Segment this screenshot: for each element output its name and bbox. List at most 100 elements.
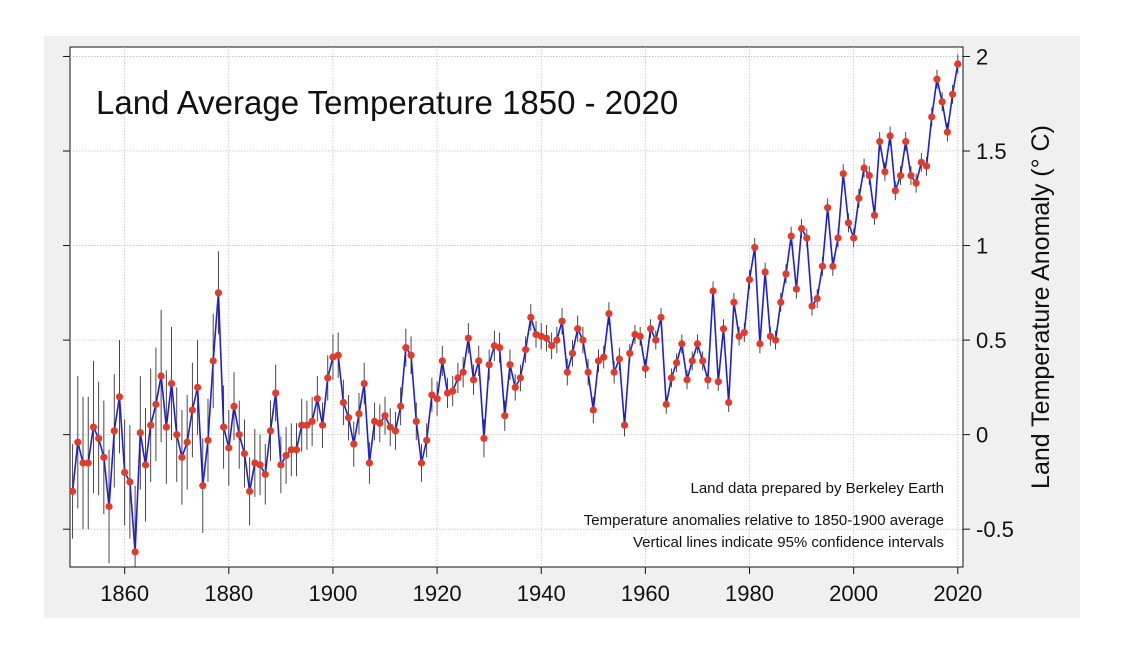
data-point — [683, 376, 691, 384]
data-point — [891, 187, 899, 195]
data-point — [579, 336, 587, 344]
data-point — [896, 171, 905, 180]
data-point — [907, 171, 915, 180]
data-point — [454, 374, 462, 382]
x-tick-label: 1860 — [100, 581, 149, 606]
data-point — [324, 374, 332, 382]
data-point — [719, 325, 728, 333]
y-tick-label: 0 — [976, 423, 988, 448]
y-tick-label: 1 — [976, 234, 988, 259]
data-point — [730, 298, 738, 306]
data-point — [870, 211, 879, 219]
data-point — [787, 232, 795, 240]
data-point — [678, 340, 686, 348]
data-point — [673, 359, 681, 367]
x-tick-label: 1960 — [621, 581, 670, 606]
data-point — [829, 262, 837, 270]
data-point — [355, 410, 363, 418]
data-point — [865, 171, 873, 180]
data-point — [449, 387, 457, 395]
data-point — [615, 355, 623, 363]
data-point — [589, 406, 597, 414]
data-point — [839, 170, 847, 178]
data-point — [605, 310, 613, 318]
data-point — [657, 313, 665, 321]
data-point — [699, 357, 707, 365]
data-point — [954, 60, 962, 68]
data-point — [89, 423, 98, 431]
x-tick-label: 1880 — [204, 581, 253, 606]
data-point — [922, 162, 931, 170]
data-point — [902, 137, 910, 146]
data-point — [199, 482, 207, 490]
data-point — [855, 194, 863, 202]
data-point — [376, 419, 384, 427]
data-point — [584, 368, 592, 376]
data-point — [600, 353, 608, 361]
data-point — [433, 395, 441, 403]
data-point — [834, 234, 842, 242]
data-point — [943, 128, 951, 136]
data-point — [756, 340, 764, 348]
data-point — [121, 468, 129, 477]
x-tick-label: 1980 — [725, 581, 774, 606]
y-tick-label: 0.5 — [976, 328, 1007, 353]
data-point — [818, 262, 827, 270]
data-point — [808, 302, 816, 310]
data-point — [558, 317, 566, 325]
data-point — [568, 349, 577, 357]
data-point — [365, 459, 374, 467]
data-point — [152, 400, 160, 408]
data-point — [516, 374, 525, 382]
data-point — [308, 417, 316, 425]
data-point — [761, 268, 769, 276]
data-point — [495, 344, 504, 352]
data-point — [381, 412, 389, 420]
data-point — [933, 75, 941, 83]
data-point — [928, 113, 936, 121]
x-axis-ticks: 1860 1880 1900 1920 1940 1960 1980 2000 2020 — [100, 567, 982, 606]
data-point — [417, 459, 426, 467]
data-point — [824, 204, 832, 212]
data-point — [574, 325, 582, 333]
data-point — [522, 345, 530, 354]
data-point — [350, 440, 358, 448]
data-point — [771, 336, 780, 344]
data-point — [876, 137, 884, 146]
data-point — [610, 368, 618, 376]
data-point — [704, 376, 712, 384]
data-point — [298, 421, 306, 429]
data-point — [204, 436, 212, 444]
data-point — [797, 224, 806, 233]
data-point — [948, 90, 957, 98]
data-point — [407, 351, 415, 359]
data-point — [626, 349, 634, 357]
data-point — [475, 357, 483, 365]
data-point — [459, 368, 467, 376]
y-tick-label: 2 — [976, 44, 988, 69]
data-point — [313, 395, 321, 403]
data-point — [266, 427, 275, 435]
chart-title: Land Average Temperature 1850 - 2020 — [96, 84, 678, 121]
data-point — [485, 361, 493, 369]
y-axis-ticks: -0.5 0 0.5 1 1.5 2 — [63, 44, 1014, 542]
data-point — [126, 478, 134, 486]
x-tick-label: 2020 — [933, 581, 982, 606]
data-point — [386, 423, 394, 431]
data-point — [334, 351, 342, 359]
data-point — [256, 461, 264, 469]
data-point — [850, 234, 858, 242]
data-point — [548, 342, 556, 350]
data-point — [860, 164, 868, 172]
data-point — [214, 289, 222, 297]
data-point — [813, 294, 821, 303]
data-point — [402, 344, 410, 352]
data-point — [881, 168, 889, 176]
data-point — [344, 414, 353, 422]
data-point — [511, 383, 519, 391]
data-point — [193, 383, 202, 391]
data-point — [292, 446, 301, 454]
data-point — [844, 219, 853, 227]
data-point — [115, 393, 124, 401]
data-point — [438, 357, 446, 365]
